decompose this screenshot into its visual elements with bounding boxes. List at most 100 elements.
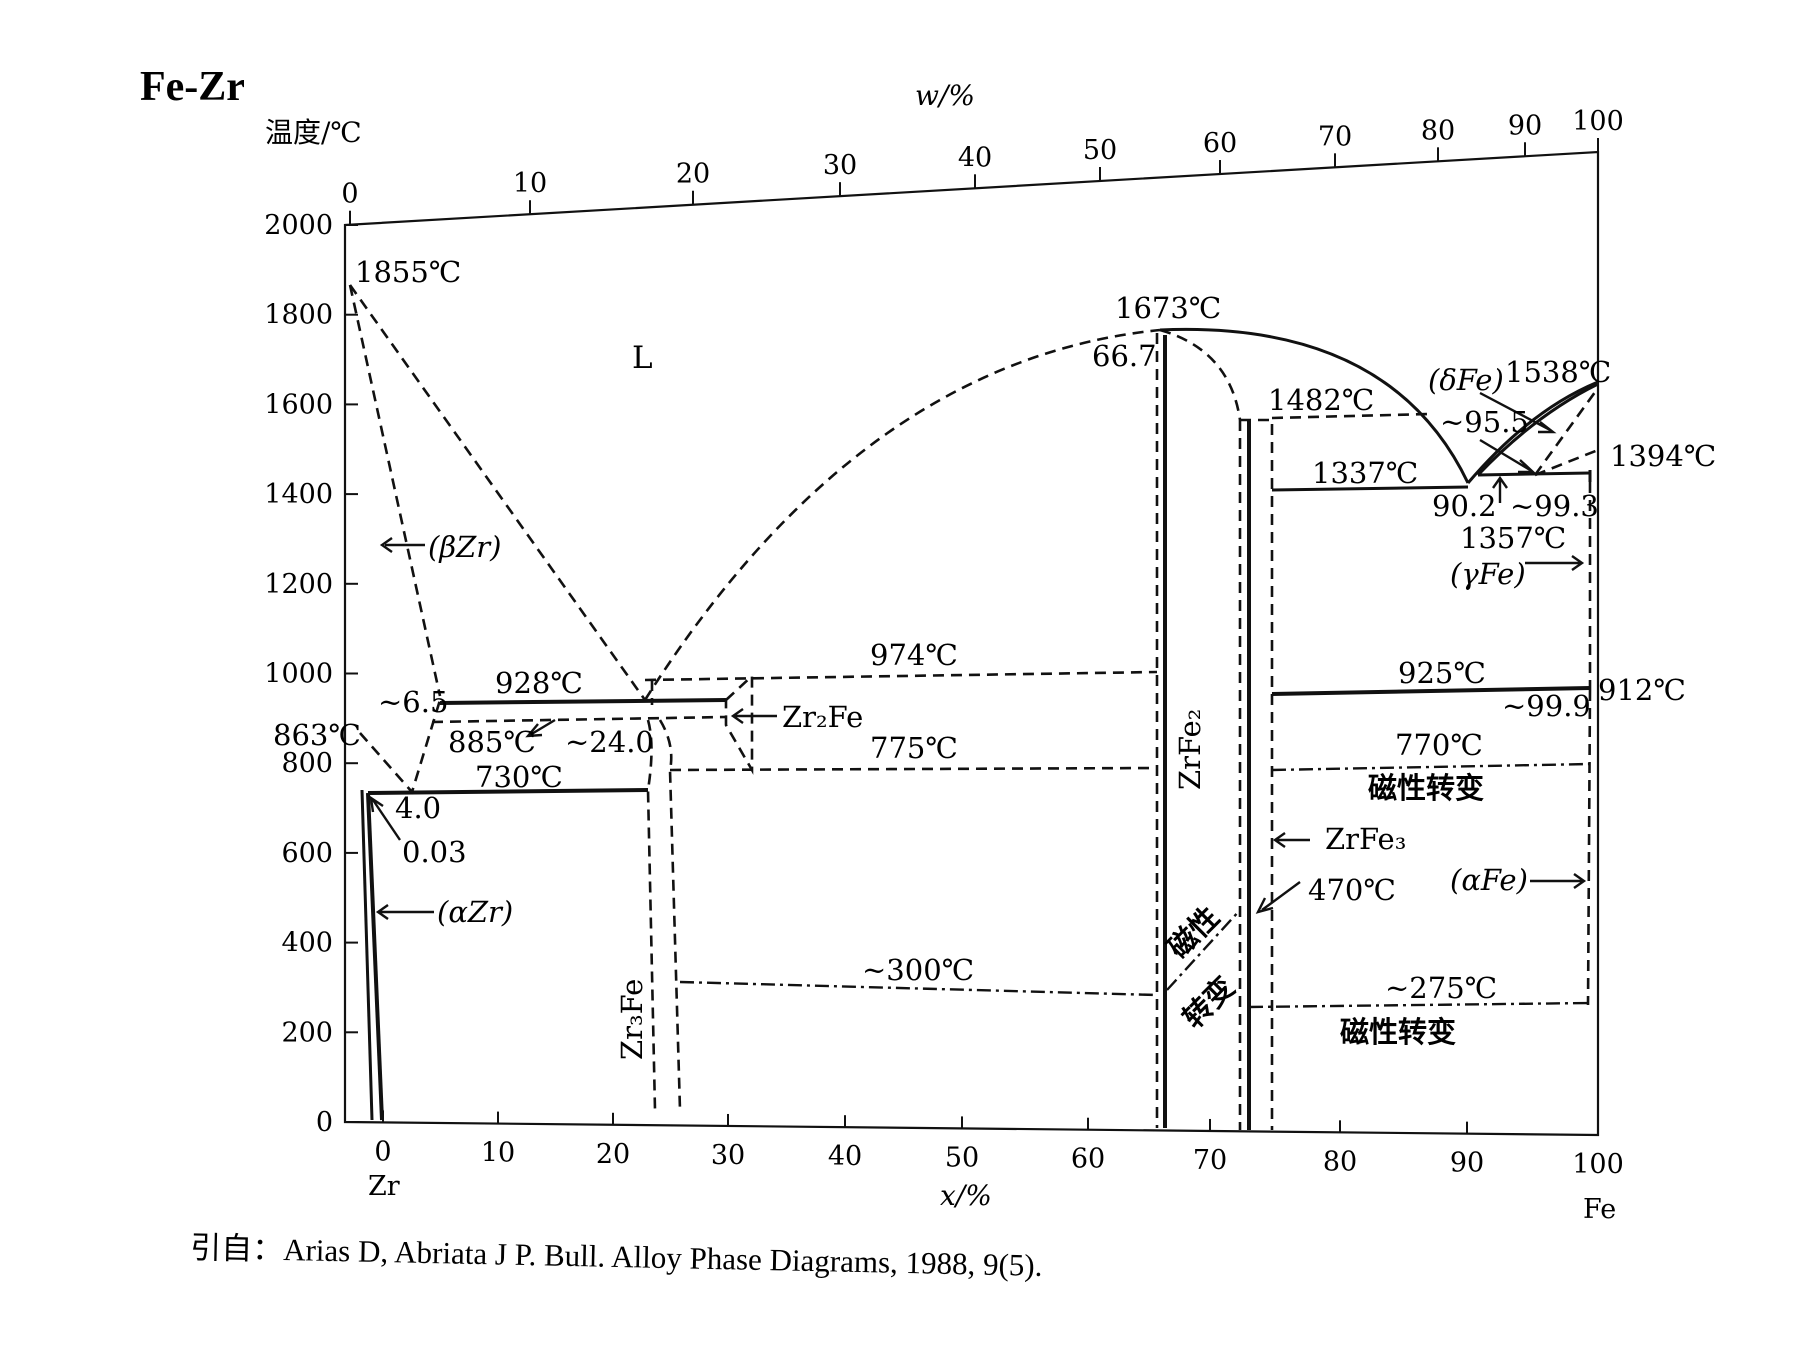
label-zr3fe: Zr₃Fe	[615, 979, 649, 1060]
bottom-tick-label: 40	[828, 1141, 862, 1172]
label-863: 863℃	[273, 718, 361, 752]
line-885	[431, 715, 727, 724]
line-775	[669, 766, 1158, 772]
label-1337: 1337℃	[1312, 456, 1418, 490]
peritectic-1482	[1271, 412, 1431, 420]
bottom-axis-title: x/%	[940, 1179, 992, 1212]
left-element-label: Zr	[368, 1171, 400, 1202]
label-magnetic-transition-1: 磁性转变	[1368, 771, 1484, 805]
label-gamma-fe: (γFe)	[1450, 557, 1526, 591]
top-tick-label: 30	[823, 150, 857, 181]
label-775: 775℃	[870, 731, 958, 765]
bottom-tick-label: 20	[596, 1139, 630, 1170]
zr2fe-phase	[724, 673, 754, 775]
zr3fe-left	[646, 719, 657, 1111]
zrfe3-right-dashed	[1240, 418, 1274, 1130]
label-zr2fe: Zr₂Fe	[782, 700, 863, 734]
label-24-0: ~24.0	[565, 725, 654, 759]
label-90-2: 90.2	[1432, 489, 1497, 523]
label-magnetic-a: 磁性	[1161, 900, 1226, 965]
label-275: ~275℃	[1385, 971, 1497, 1005]
label-66-7: 66.7	[1092, 339, 1157, 373]
label-alpha-zr: (αZr)	[437, 895, 513, 929]
label-925: 925℃	[1398, 656, 1486, 690]
label-912: 912℃	[1598, 673, 1686, 707]
bottom-tick-label: 30	[711, 1140, 745, 1171]
top-tick-label: 0	[341, 179, 358, 210]
alpha-zr-boundary	[360, 789, 374, 1121]
label-974: 974℃	[870, 638, 958, 672]
beta-zr-solvus	[359, 699, 442, 795]
y-tick-label: 600	[281, 838, 333, 869]
top-tick-label: 60	[1203, 128, 1237, 159]
label-770: 770℃	[1395, 728, 1483, 762]
line-300	[679, 980, 1158, 997]
top-tick-label: 40	[958, 142, 992, 173]
eutectic-928	[439, 698, 727, 705]
label-magnetic-b: 转变	[1176, 970, 1241, 1035]
liquidus-zr-side	[348, 284, 647, 701]
y-tick-label: 200	[281, 1017, 333, 1048]
top-tick-label: 10	[513, 168, 547, 199]
right-element-label: Fe	[1583, 1194, 1616, 1225]
magnetic-zrfe2	[1166, 909, 1241, 991]
line-770	[1271, 762, 1591, 772]
label-1855: 1855℃	[355, 255, 461, 289]
label-1482: 1482℃	[1268, 383, 1374, 417]
top-tick-label: 70	[1318, 121, 1352, 152]
label-magnetic-transition-2: 磁性转变	[1340, 1015, 1456, 1049]
gamma-solvus-top	[1534, 448, 1599, 477]
label-95-5: ~95.5	[1440, 405, 1529, 439]
y-tick-label: 1800	[264, 300, 333, 331]
eutectoid-730	[367, 788, 649, 795]
label-4-0: 4.0	[395, 791, 441, 825]
label-1538: 1538℃	[1505, 355, 1611, 389]
label-alpha-fe: (αFe)	[1450, 863, 1528, 897]
y-tick-label: 800	[281, 748, 333, 779]
bottom-tick-label: 50	[945, 1142, 979, 1173]
y-tick-label: 1400	[264, 479, 333, 510]
y-tick-label: 400	[281, 928, 333, 959]
y-tick-label: 2000	[264, 210, 333, 241]
label-300: ~300℃	[862, 953, 974, 987]
label-0-03: 0.03	[402, 835, 467, 869]
top-tick-label: 20	[676, 159, 710, 190]
top-tick-label: 80	[1421, 115, 1455, 146]
y-tick-label: 1600	[264, 389, 333, 420]
label-885: 885℃	[448, 725, 536, 759]
y-tick-label: 1200	[264, 569, 333, 600]
liquidus-dome-right	[1159, 327, 1470, 484]
annotation-arrows	[369, 391, 1587, 920]
label-99-3: ~99.3	[1510, 489, 1599, 523]
diagram-title: Fe-Zr	[140, 64, 245, 110]
label-zrfe2: ZrFe₂	[1173, 709, 1207, 790]
top-tick-label: 50	[1083, 135, 1117, 166]
alpha-zr-solvus	[366, 792, 384, 1121]
label-730: 730℃	[475, 760, 563, 794]
label-liquid: L	[632, 340, 653, 376]
bottom-tick-label: 80	[1323, 1146, 1357, 1177]
top-tick-label: 90	[1508, 110, 1542, 141]
eutectic-1337	[1271, 485, 1469, 492]
peritectic-974	[644, 670, 1158, 682]
label-1357: 1357℃	[1460, 521, 1566, 555]
label-1673: 1673℃	[1115, 291, 1221, 325]
zrfe2-right-liquidus	[1159, 328, 1242, 421]
citation: 引自：Arias D, Abriata J P. Bull. Alloy Pha…	[190, 1230, 1043, 1283]
zr3fe-right	[658, 719, 682, 1111]
bottom-tick-label: 0	[374, 1136, 391, 1167]
bottom-axis-ticks: 0 10 20 30 40 50 60 70 80 90 100	[374, 1110, 1624, 1180]
label-470: 470℃	[1308, 873, 1396, 907]
y-axis-ticks: 0 200 400 600 800 1000 1200 1400 1600 1800 2000	[264, 210, 358, 1138]
y-tick-label: 1000	[264, 659, 333, 690]
label-6-5: ~6.5	[378, 685, 448, 719]
label-1394: 1394℃	[1610, 439, 1716, 473]
bottom-tick-label: 70	[1193, 1145, 1227, 1176]
bottom-tick-label: 10	[481, 1138, 515, 1169]
eutectoid-925	[1271, 686, 1591, 696]
alpha-fe-solvus	[1586, 689, 1592, 1006]
peritectic-1357	[1477, 471, 1591, 477]
label-delta-fe: (δFe)	[1428, 363, 1504, 397]
label-928: 928℃	[495, 666, 583, 700]
